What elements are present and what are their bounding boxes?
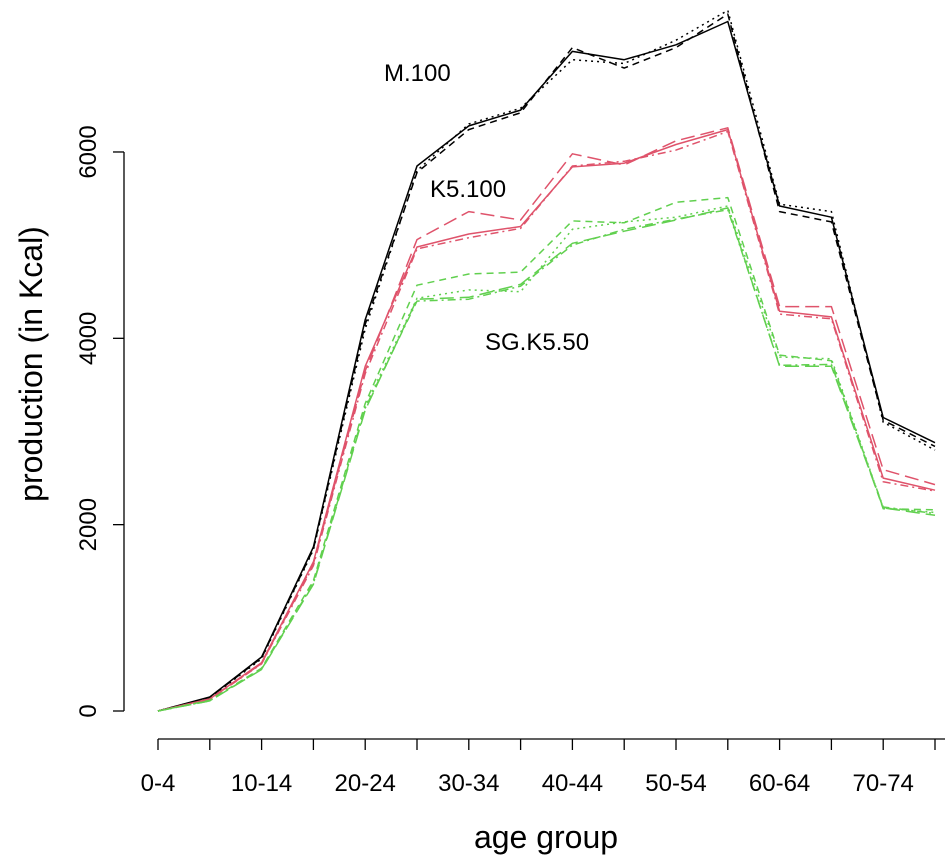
x-tick-label: 70-74	[853, 770, 914, 797]
series-line-k5100-dotdash	[157, 130, 936, 712]
series-layer	[157, 9, 936, 712]
annotation-sgk550: SG.K5.50	[485, 329, 589, 356]
x-axis: 0-4 10-14 20-24 30-34 40-44 50-54 60-64 70-74	[141, 738, 945, 797]
x-tick-label: 30-34	[438, 770, 499, 797]
x-tick-label: 10-14	[231, 770, 292, 797]
series-line-sgk550-dotted	[157, 205, 936, 712]
series-line-k5100-longdash	[157, 127, 936, 712]
series-line-k5100-solid	[157, 128, 936, 712]
x-tick-label: 0-4	[141, 770, 176, 797]
x-axis-title: age group	[474, 819, 618, 855]
x-tick-label: 20-24	[335, 770, 396, 797]
x-tick-label: 40-44	[542, 770, 603, 797]
series-line-sgk550-dashed	[157, 196, 936, 712]
annotation-k5100: K5.100	[430, 176, 506, 203]
series-line-m100-dashed	[157, 13, 936, 712]
y-axis: 0 2000 4000 6000	[75, 125, 125, 718]
y-tick-label: 0	[75, 704, 102, 717]
y-tick-label: 2000	[75, 498, 102, 551]
y-tick-label: 4000	[75, 312, 102, 365]
series-line-m100-dotted	[157, 9, 936, 712]
y-axis-title: production (in Kcal)	[13, 226, 49, 502]
series-line-sgk550-longdash	[157, 207, 936, 712]
x-tick-label: 50-54	[645, 770, 706, 797]
x-tick-label: 60-64	[749, 770, 810, 797]
y-tick-label: 6000	[75, 125, 102, 178]
annotation-m100: M.100	[384, 60, 451, 87]
